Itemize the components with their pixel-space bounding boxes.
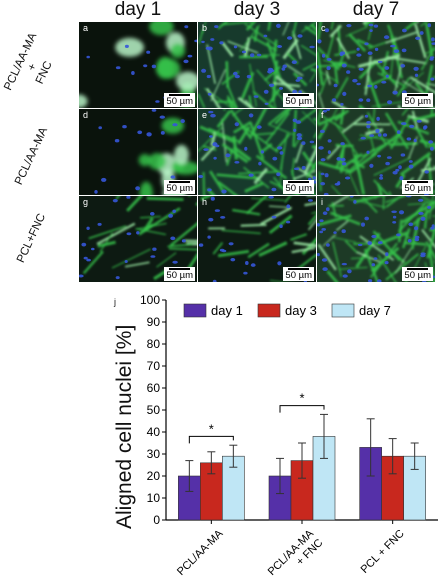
scale-bar-label: 50 µm [404, 183, 431, 194]
y-tick-label: 100 [140, 293, 160, 307]
panel-letter-g: g [83, 197, 88, 207]
panel-letter-d: d [83, 110, 88, 120]
y-tick-label: 20 [147, 469, 161, 483]
micrograph-panel-e: e 50 µm [198, 109, 316, 195]
x-tick-label: PCL + FNC [359, 528, 407, 576]
scale-bar-label: 50 µm [285, 183, 312, 194]
panel-letter-e: e [202, 110, 207, 120]
micrograph-panel-c: c 50 µm [317, 22, 435, 108]
micrograph-panel-h: h 50 µm [198, 196, 316, 282]
row-label-pcl-aama-fnc: PCL/AA-MA + FNC [0, 18, 70, 116]
scale-bar: 50 µm [283, 180, 314, 194]
scale-bar: 50 µm [283, 93, 314, 107]
legend-label: day 1 [211, 303, 243, 318]
significance-bracket [280, 406, 324, 413]
micrograph-panel-i: i 50 µm [317, 196, 435, 282]
micrograph-panel-b: b 50 µm [198, 22, 316, 108]
bar-chart-svg: 0 10 20 30 40 50 60 70 80 90 100 PCL/AA-MA PCL/AA-MA… [0, 284, 443, 577]
panel-letter-j: j [114, 297, 116, 307]
scale-bar-label: 50 µm [166, 270, 193, 281]
column-header-day3: day 3 [198, 0, 316, 20]
micrograph-panel-d: d 50 µm [79, 109, 197, 195]
panel-letter-c: c [321, 23, 326, 33]
x-tick-label-line: PCL/AA-MA [175, 527, 226, 577]
row-label-pcl-aama: PCL/AA-MA [9, 118, 55, 196]
scale-bar: 50 µm [283, 267, 314, 281]
y-tick-label: 10 [147, 491, 161, 505]
y-tick-label: 30 [147, 447, 161, 461]
scale-bar-label: 50 µm [285, 270, 312, 281]
x-tick-label: PCL/AA-MA+ FNC [266, 527, 326, 577]
panel-letter-h: h [202, 197, 207, 207]
y-axis-label: Aligned cell nuclei [%] [113, 325, 137, 529]
y-tick-label: 0 [153, 513, 160, 527]
scale-bar: 50 µm [164, 93, 195, 107]
y-tick-label: 40 [147, 425, 161, 439]
y-tick-label: 50 [147, 403, 161, 417]
y-tick-label: 90 [147, 315, 161, 329]
legend-swatch [184, 304, 206, 317]
scale-bar: 50 µm [402, 93, 433, 107]
x-tick-label-line: PCL + FNC [359, 528, 407, 576]
significance-bracket [189, 436, 233, 443]
panel-letter-i: i [321, 197, 323, 207]
panel-j-chart: j Aligned cell nuclei [%] 0 10 20 30 40 50 60 7… [0, 284, 443, 577]
scale-bar-label: 50 µm [404, 270, 431, 281]
scale-bar-label: 50 µm [166, 183, 193, 194]
micrograph-panel-f: f 50 µm [317, 109, 435, 195]
row-label-pcl-fnc: PCL+FNC [10, 201, 54, 275]
micrograph-panel-a: a 50 µm [79, 22, 197, 108]
scale-bar-label: 50 µm [404, 96, 431, 107]
panel-letter-a: a [83, 23, 88, 33]
significance-star: * [299, 391, 304, 406]
y-tick-label: 60 [147, 381, 161, 395]
scale-bar-label: 50 µm [285, 96, 312, 107]
column-header-day7: day 7 [317, 0, 435, 20]
scale-bar: 50 µm [164, 267, 195, 281]
column-header-day1: day 1 [79, 0, 197, 20]
y-tick-label: 80 [147, 337, 161, 351]
scale-bar: 50 µm [402, 180, 433, 194]
significance-star: * [209, 421, 214, 436]
x-tick-label: PCL/AA-MA [175, 527, 226, 577]
legend-swatch [258, 304, 280, 317]
scale-bar: 50 µm [164, 180, 195, 194]
scale-bar-label: 50 µm [166, 96, 193, 107]
panel-letter-b: b [202, 23, 207, 33]
panel-letter-f: f [321, 110, 324, 120]
micrograph-panel-g: g 50 µm [79, 196, 197, 282]
legend-swatch [332, 304, 354, 317]
scale-bar: 50 µm [402, 267, 433, 281]
legend-label: day 3 [285, 303, 317, 318]
y-tick-label: 70 [147, 359, 161, 373]
legend-label: day 7 [359, 303, 391, 318]
